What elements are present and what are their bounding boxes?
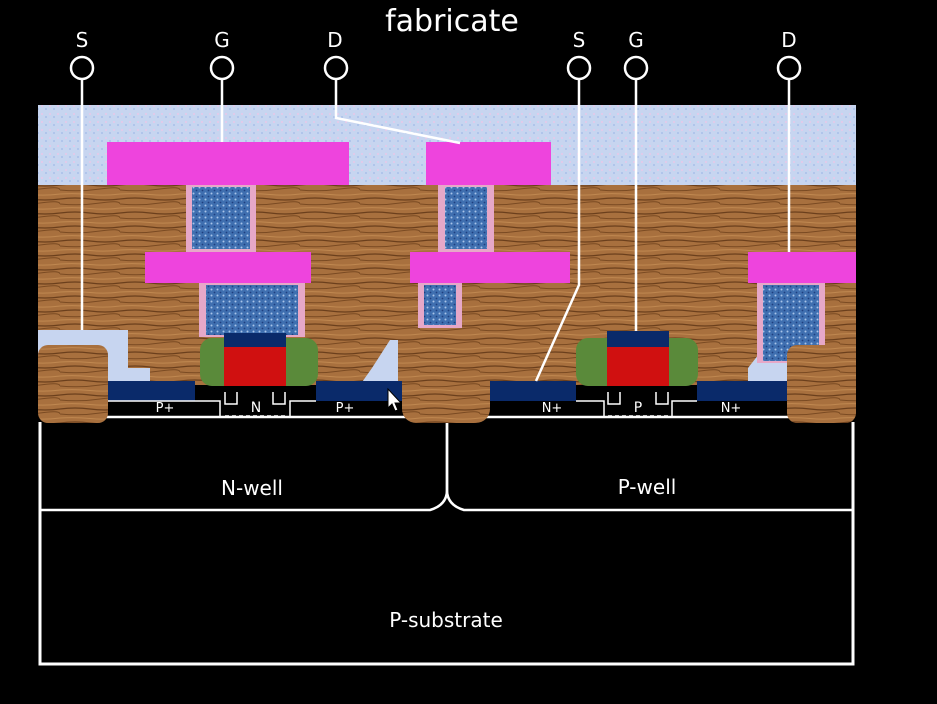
sti-left — [38, 345, 108, 423]
mouse-cursor-icon — [387, 387, 403, 412]
label-p-well: P-well — [618, 475, 677, 499]
label-right-drain: N+ — [721, 401, 742, 416]
label-n-well: N-well — [221, 476, 283, 500]
gate-poly-left — [224, 346, 286, 386]
label-right-channel: P — [634, 400, 642, 416]
via2-right — [445, 187, 487, 249]
metal1-mid — [410, 252, 570, 283]
terminal-left-drain — [323, 55, 349, 81]
p-well-outline — [445, 422, 855, 512]
terminal-right-source — [566, 55, 592, 81]
via1-left — [206, 285, 298, 335]
terminal-right-gate — [623, 55, 649, 81]
sti-mid — [402, 345, 490, 423]
terminal-label-right-gate: G — [628, 28, 644, 52]
metal1-left — [145, 252, 311, 283]
terminal-label-left-source: S — [75, 28, 89, 52]
p-substrate-outline — [38, 422, 855, 666]
terminal-label-right-source: S — [572, 28, 586, 52]
via2-left — [192, 187, 250, 249]
metal2-left — [107, 142, 349, 185]
terminal-left-gate — [209, 55, 235, 81]
terminal-right-drain — [776, 55, 802, 81]
label-left-drain: P+ — [336, 401, 355, 416]
diffusion-right-drain — [697, 381, 787, 401]
gate-cap-left — [224, 333, 286, 347]
terminal-label-left-gate: G — [214, 28, 230, 52]
metal1-right — [748, 252, 856, 283]
diffusion-left-drain — [316, 381, 402, 401]
sti-right — [787, 345, 856, 423]
gate-cap-right — [607, 331, 669, 347]
metal2-right — [426, 142, 551, 185]
terminal-left-source — [69, 55, 95, 81]
label-left-channel: N — [251, 400, 261, 416]
terminal-label-right-drain: D — [781, 28, 797, 52]
label-right-source: N+ — [542, 401, 563, 416]
label-left-source: P+ — [156, 401, 175, 416]
diagram-title: fabricate — [385, 4, 519, 39]
via1-mid — [424, 285, 456, 325]
diffusion-left-source — [107, 381, 195, 401]
diffusion-right-source — [488, 381, 576, 401]
terminal-label-left-drain: D — [327, 28, 343, 52]
label-p-substrate: P-substrate — [389, 608, 503, 632]
gate-poly-right — [607, 346, 669, 386]
